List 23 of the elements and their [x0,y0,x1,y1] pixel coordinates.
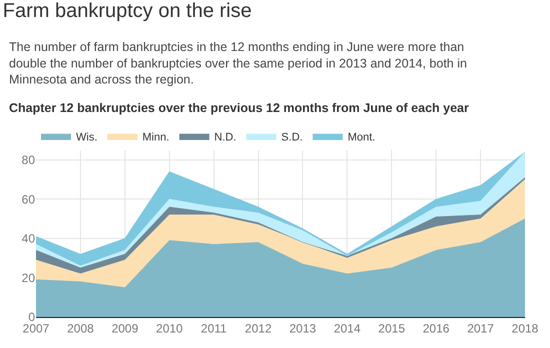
x-tick-label: 2016 [422,321,450,336]
y-tick-label: 80 [22,153,36,168]
chart-subtitle: The number of farm bankruptcies in the 12 months ending in June were more than double the number of bankruptcies over the same period in 2013 and 2014, both in Minnesota and across the region. [9,40,467,86]
text: Chapter 12 bankruptcies over the previous 12 months from June of each year [9,101,469,115]
x-tick-label: 2015 [378,321,406,336]
legend-label: S.D. [281,131,303,144]
y-tick-label: 40 [22,232,36,246]
y-tick-label: 60 [22,192,36,206]
x-tick-label: 2011 [200,321,228,336]
x-tick-label: 2018 [512,321,539,336]
legend-label: N.D. [214,131,236,144]
chart-title: Farm bankruptcy on the rise [2,0,252,22]
legend-label: Wis. [76,131,98,144]
x-tick-label: 2009 [112,321,139,336]
x-tick-label: 2012 [244,321,272,336]
y-tick-label: 20 [22,270,36,285]
legend-label: Mont. [348,131,376,144]
x-tick-label: 2014 [334,321,361,336]
x-tick-label: 2010 [156,321,184,336]
legend-label: Minn. [142,131,170,144]
x-tick-label: 2013 [289,321,316,336]
x-tick-label: 2017 [467,321,494,336]
x-tick-label: 2008 [67,321,94,336]
